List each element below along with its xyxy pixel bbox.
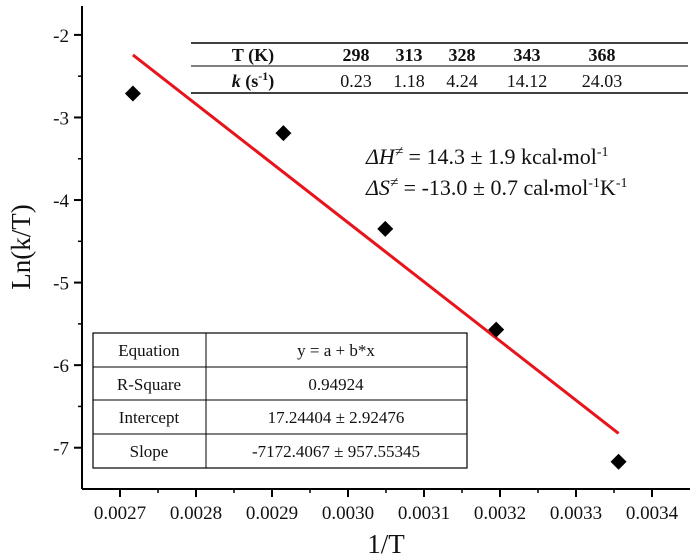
ds-dot: • [549,184,554,199]
rate-constant-cell: 0.23 [340,71,372,91]
fit-row-label: R-Square [117,375,181,394]
fit-row-value: y = a + b*x [297,341,375,360]
temperature-cell: 298 [343,45,370,65]
ds-symbol: ΔS [365,175,390,200]
x-tick-label: 0.0031 [398,503,450,524]
x-axis-ticks: 0.0027 0.0028 0.0029 0.0030 0.0031 0.0032 0.00… [94,489,679,524]
temperature-cell: 343 [514,45,541,65]
rate-constant-cell: 1.18 [393,71,425,91]
x-tick-label: 0.0029 [246,503,298,524]
y-tick-label: -5 [53,274,69,295]
fit-row-value: 17.24404 ± 2.92476 [268,408,405,427]
dh-unit: mol [563,144,597,169]
k-unit: (s [241,71,259,92]
fit-table: Equation y = a + b*x R-Square 0.94924 In… [92,332,468,469]
fit-row-label: Equation [118,341,180,360]
temperature-cell: 328 [449,45,476,65]
entropy-annotation: ΔS≠ = -13.0 ± 0.7 cal•mol-1K-1 [365,175,627,200]
fit-row-label: Slope [130,442,169,461]
dh-unit-sup: -1 [597,145,609,160]
y-tick-label: -2 [53,26,69,47]
data-points [124,85,627,470]
ds-unit: mol [554,175,588,200]
data-point [377,220,394,237]
data-table-row2-label: k (s-1) [232,69,275,92]
x-tick-label: 0.0027 [94,503,146,524]
k-symbol: k [232,71,241,91]
temperature-cell: 313 [396,45,423,65]
data-table: T (K) k (s-1) 298 313 328 343 368 0.23 1.18 4.… [191,42,688,94]
ds-unit-sup: -1 [588,176,600,191]
y-tick-label: -3 [53,108,69,129]
y-tick-label: -4 [53,191,69,212]
x-tick-label: 0.0033 [550,503,602,524]
ds-unit2-sup: -1 [616,176,628,191]
data-point [275,125,292,142]
k-unit-sup: -1 [258,69,268,83]
y-tick-label: -6 [53,356,69,377]
enthalpy-annotation: ΔH≠ = 14.3 ± 1.9 kcal•mol-1 [365,144,608,169]
x-axis-title: 1/T [367,529,405,559]
data-table-row1-label: T (K) [232,45,274,66]
data-point [610,453,627,470]
dh-dot: • [558,153,563,168]
dh-value: = 14.3 ± 1.9 kcal [403,144,558,169]
ds-value: = -13.0 ± 0.7 cal [398,175,549,200]
y-tick-label: -7 [53,439,69,460]
data-point [488,321,505,338]
k-unit-close: ) [268,71,274,92]
rate-constant-cell: 24.03 [582,71,623,91]
dh-sup: ≠ [395,144,403,160]
ds-unit2: K [600,175,616,200]
y-axis-title: Ln(k/T) [6,204,36,289]
fit-row-value: -7172.4067 ± 957.55345 [252,442,420,461]
temperature-cell: 368 [589,45,616,65]
dh-symbol: ΔH [365,144,396,169]
fit-row-label: Intercept [119,408,180,427]
x-tick-label: 0.0034 [626,503,679,524]
ds-sup: ≠ [390,175,398,191]
y-axis-ticks: -2 -3 -4 -5 -6 -7 [53,26,82,460]
data-point [124,85,141,102]
rate-constant-cell: 14.12 [507,71,548,91]
fit-line [131,53,620,435]
x-tick-label: 0.0030 [322,503,374,524]
rate-constant-cell: 4.24 [446,71,478,91]
fit-row-value: 0.94924 [308,375,364,394]
x-tick-label: 0.0032 [474,503,526,524]
x-tick-label: 0.0028 [170,503,222,524]
